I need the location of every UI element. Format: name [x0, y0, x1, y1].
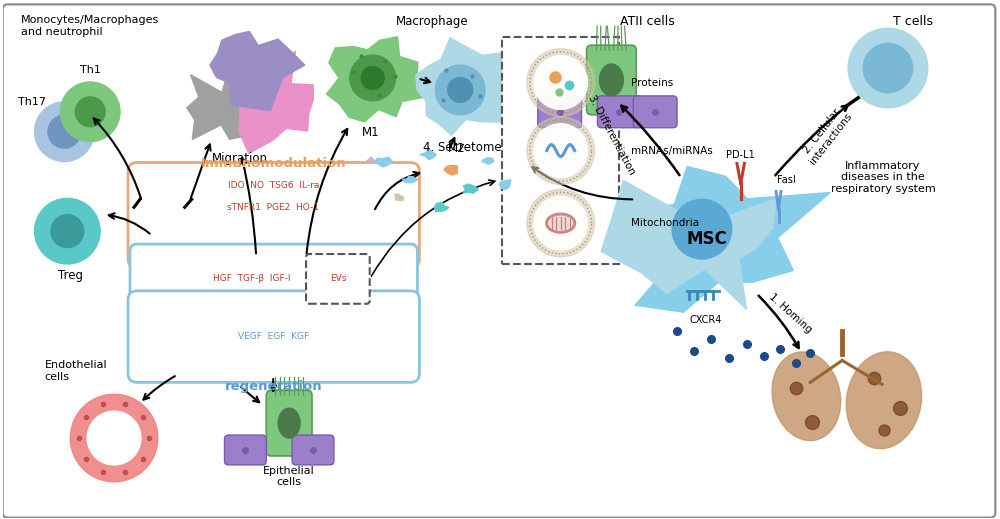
Text: Th17: Th17: [18, 97, 46, 107]
Circle shape: [527, 189, 594, 257]
Circle shape: [60, 82, 120, 142]
Text: sTNFR1  PGE2  HO-1: sTNFR1 PGE2 HO-1: [227, 203, 319, 212]
Ellipse shape: [278, 408, 300, 438]
FancyBboxPatch shape: [587, 45, 636, 115]
Circle shape: [35, 102, 94, 161]
Polygon shape: [482, 158, 493, 164]
Text: Inflammatory
diseases in the
respiratory system: Inflammatory diseases in the respiratory…: [831, 161, 935, 194]
Text: ATII cells: ATII cells: [620, 16, 675, 29]
Text: Migration: Migration: [211, 152, 267, 165]
Polygon shape: [70, 394, 158, 482]
Text: CXCR4: CXCR4: [690, 315, 722, 325]
Ellipse shape: [772, 352, 841, 441]
Text: VEGF  EGF  KGF: VEGF EGF KGF: [238, 332, 309, 341]
Polygon shape: [395, 194, 404, 200]
FancyBboxPatch shape: [130, 244, 417, 313]
Circle shape: [35, 198, 100, 264]
Text: M1: M1: [362, 126, 380, 139]
Circle shape: [672, 199, 732, 259]
Text: Immunomodulation: Immunomodulation: [200, 157, 346, 170]
Text: T cells: T cells: [893, 16, 933, 29]
Text: FasI: FasI: [777, 175, 796, 185]
Text: 1. Homing: 1. Homing: [767, 292, 814, 335]
Text: regeneration: regeneration: [224, 380, 322, 393]
Circle shape: [534, 124, 588, 177]
Polygon shape: [239, 51, 313, 154]
FancyBboxPatch shape: [224, 435, 266, 465]
Bar: [502, 37, 619, 264]
Polygon shape: [326, 37, 427, 122]
Ellipse shape: [546, 213, 576, 233]
FancyBboxPatch shape: [128, 162, 419, 268]
Text: 4. Secretome: 4. Secretome: [423, 141, 502, 154]
Ellipse shape: [599, 64, 623, 96]
Text: 3. Differentiation: 3. Differentiation: [586, 93, 637, 176]
Text: Proteins: Proteins: [631, 77, 674, 88]
Polygon shape: [463, 184, 478, 193]
Circle shape: [448, 77, 473, 102]
Text: Endothelial
cells: Endothelial cells: [44, 361, 107, 382]
Text: M2: M2: [447, 142, 465, 155]
Polygon shape: [444, 166, 458, 175]
Polygon shape: [434, 202, 449, 212]
FancyBboxPatch shape: [292, 435, 334, 465]
FancyBboxPatch shape: [597, 96, 641, 128]
Polygon shape: [601, 181, 777, 309]
Text: mRNAs/miRNAs: mRNAs/miRNAs: [631, 146, 713, 156]
Polygon shape: [87, 411, 141, 465]
FancyBboxPatch shape: [306, 254, 370, 304]
Polygon shape: [187, 67, 283, 140]
Circle shape: [527, 49, 594, 116]
Text: Treg: Treg: [58, 269, 83, 282]
Text: IDO  NO  TSG6  IL-ra: IDO NO TSG6 IL-ra: [228, 181, 319, 190]
Text: Mitochondria: Mitochondria: [631, 218, 699, 228]
Text: Monocytes/Macrophages
and neutrophil: Monocytes/Macrophages and neutrophil: [21, 16, 159, 37]
Polygon shape: [627, 167, 830, 312]
Text: MSC: MSC: [687, 230, 727, 248]
Circle shape: [51, 215, 84, 248]
Text: Macrophage: Macrophage: [396, 16, 469, 29]
Polygon shape: [210, 32, 305, 111]
Text: Epithelial
cells: Epithelial cells: [263, 466, 315, 487]
Text: 2. Cellular
interactions: 2. Cellular interactions: [799, 103, 854, 166]
Text: PD-L1: PD-L1: [726, 149, 755, 159]
Circle shape: [75, 97, 105, 127]
FancyBboxPatch shape: [266, 390, 312, 456]
FancyBboxPatch shape: [633, 96, 677, 128]
Ellipse shape: [549, 216, 573, 230]
Circle shape: [848, 28, 928, 108]
Polygon shape: [403, 176, 418, 183]
Circle shape: [863, 44, 913, 93]
Polygon shape: [499, 180, 511, 189]
Ellipse shape: [846, 352, 922, 448]
Circle shape: [435, 65, 485, 115]
Polygon shape: [416, 38, 517, 135]
FancyBboxPatch shape: [128, 291, 419, 383]
Polygon shape: [344, 157, 381, 184]
FancyBboxPatch shape: [3, 4, 995, 517]
Circle shape: [534, 196, 588, 250]
Text: HGF  TGF-β  IGF-I: HGF TGF-β IGF-I: [213, 275, 290, 283]
Polygon shape: [420, 149, 436, 159]
Circle shape: [534, 56, 588, 110]
Circle shape: [361, 66, 384, 89]
Text: Th1: Th1: [80, 65, 101, 75]
Circle shape: [48, 115, 81, 148]
Polygon shape: [374, 157, 392, 167]
Circle shape: [527, 117, 594, 184]
FancyBboxPatch shape: [538, 96, 582, 128]
Circle shape: [350, 55, 396, 101]
Text: EVs: EVs: [330, 275, 346, 283]
